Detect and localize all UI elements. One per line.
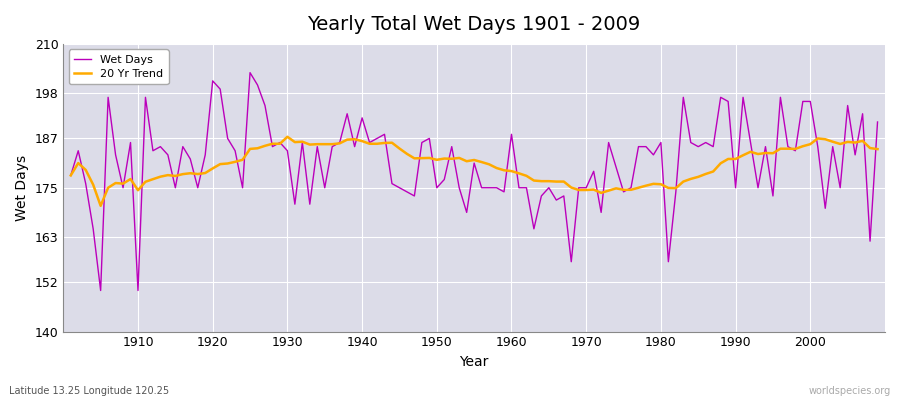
Legend: Wet Days, 20 Yr Trend: Wet Days, 20 Yr Trend — [68, 50, 168, 84]
Wet Days — [521, 185, 532, 190]
Wet Days — [132, 288, 143, 293]
Wet Days — [245, 70, 256, 75]
Line: 20 Yr Trend: 20 Yr Trend — [71, 137, 878, 206]
20 Yr Trend — [304, 142, 315, 147]
Y-axis label: Wet Days: Wet Days — [15, 155, 29, 221]
20 Yr Trend — [282, 134, 292, 139]
20 Yr Trend — [521, 174, 532, 178]
Text: Latitude 13.25 Longitude 120.25: Latitude 13.25 Longitude 120.25 — [9, 386, 169, 396]
Wet Days — [95, 288, 106, 293]
20 Yr Trend — [349, 137, 360, 142]
X-axis label: Year: Year — [460, 355, 489, 369]
Wet Days — [304, 202, 315, 206]
Wet Days — [611, 165, 622, 170]
Wet Days — [514, 185, 525, 190]
Text: worldspecies.org: worldspecies.org — [809, 386, 891, 396]
20 Yr Trend — [611, 186, 622, 191]
20 Yr Trend — [514, 171, 525, 176]
20 Yr Trend — [95, 204, 106, 208]
20 Yr Trend — [872, 147, 883, 152]
20 Yr Trend — [132, 188, 143, 193]
Title: Yearly Total Wet Days 1901 - 2009: Yearly Total Wet Days 1901 - 2009 — [308, 15, 641, 34]
Line: Wet Days: Wet Days — [71, 73, 878, 290]
Wet Days — [872, 120, 883, 124]
Wet Days — [66, 173, 77, 178]
20 Yr Trend — [66, 173, 77, 178]
Wet Days — [349, 144, 360, 149]
